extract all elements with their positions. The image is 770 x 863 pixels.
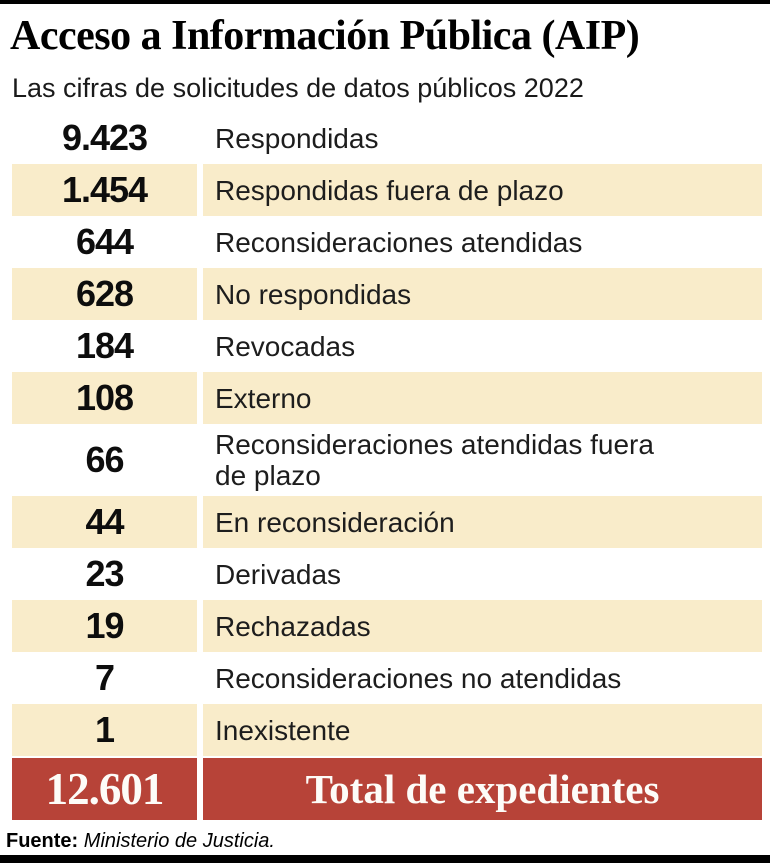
- row-label: Rechazadas: [203, 600, 762, 653]
- row-label: Revocadas: [215, 330, 356, 362]
- row-value: 44: [12, 496, 197, 549]
- row-label: Reconsideraciones no atendidas: [215, 662, 622, 694]
- table-row: 1.454 Respondidas fuera de plazo: [12, 164, 762, 217]
- table-row: 9.423 Respondidas: [12, 112, 762, 164]
- table-row: 19 Rechazadas: [12, 600, 762, 653]
- row-value: 108: [12, 372, 197, 425]
- row-label: Derivadas: [215, 558, 342, 590]
- row-value: 184: [75, 325, 134, 367]
- table-row: 184 Revocadas: [12, 320, 762, 372]
- total-label: Total de expedientes: [203, 758, 762, 821]
- page-title: Acceso a Información Pública (AIP): [10, 13, 640, 59]
- source-note: Fuente: Ministerio de Justicia.: [6, 830, 762, 853]
- source-label: Fuente:: [6, 830, 79, 853]
- row-value: 1.454: [12, 164, 197, 217]
- row-value: 1: [12, 704, 197, 757]
- table-row: 628 No respondidas: [12, 268, 762, 321]
- table-row: 66 Reconsideraciones atendidas fuera de p…: [12, 424, 762, 496]
- row-label: No respondidas: [203, 268, 762, 321]
- top-border-bar: [0, 0, 770, 4]
- row-value: 7: [94, 657, 115, 699]
- table-row: 108 Externo: [12, 372, 762, 425]
- page-subtitle: Las cifras de solicitudes de datos públi…: [12, 73, 584, 104]
- row-value: 66: [85, 439, 124, 481]
- row-label: Externo: [203, 372, 762, 425]
- row-label: Reconsideraciones atendidas fuera de pla…: [215, 429, 654, 492]
- row-value: 628: [12, 268, 197, 321]
- table-row: 1 Inexistente: [12, 704, 762, 757]
- row-label: Inexistente: [203, 704, 762, 757]
- source-text: Ministerio de Justicia.: [83, 830, 275, 853]
- bottom-border-bar: [0, 855, 770, 863]
- row-label: Respondidas: [215, 122, 379, 154]
- table-row: 7 Reconsideraciones no atendidas: [12, 652, 762, 704]
- row-value: 19: [12, 600, 197, 653]
- row-value: 23: [85, 553, 124, 595]
- row-value: 644: [75, 221, 134, 263]
- table-row: 644 Reconsideraciones atendidas: [12, 216, 762, 268]
- table-row: 44 En reconsideración: [12, 496, 762, 549]
- table-row: 23 Derivadas: [12, 548, 762, 600]
- row-label: Reconsideraciones atendidas: [215, 226, 583, 258]
- row-label: En reconsideración: [203, 496, 762, 549]
- row-label: Respondidas fuera de plazo: [203, 164, 762, 217]
- row-value: 9.423: [61, 117, 148, 159]
- data-table: 9.423 Respondidas 1.454 Respondidas fuera d…: [12, 112, 762, 757]
- total-value: 12.601: [12, 758, 197, 821]
- total-row: 12.601 Total de expedientes: [12, 758, 762, 821]
